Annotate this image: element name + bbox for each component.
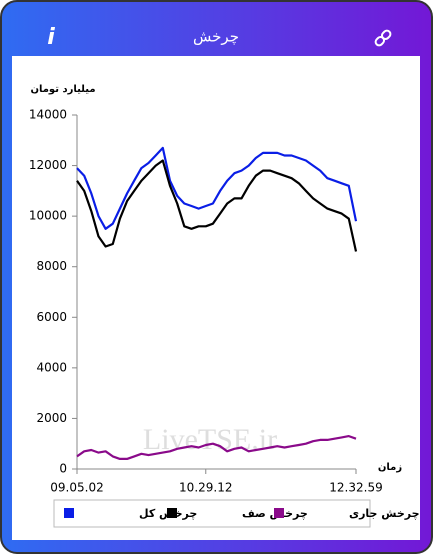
series-line — [76, 435, 357, 460]
series-line — [76, 146, 358, 230]
legend-swatch — [64, 508, 74, 518]
y-axis-label: میلیارد تومان — [30, 84, 95, 95]
y-tick-label: 0 — [59, 462, 67, 476]
legend-box — [53, 499, 371, 528]
y-tick-label: 6000 — [36, 310, 67, 324]
legend-label: چرخش جاری — [349, 507, 420, 520]
x-tick-label: 12.32.59 — [329, 481, 382, 495]
series-line — [76, 159, 358, 252]
panel — [12, 56, 420, 540]
page-title: چرخش — [193, 28, 239, 46]
y-tick-label: 2000 — [36, 411, 67, 425]
legend-swatch — [167, 508, 177, 518]
link-button[interactable] — [374, 29, 392, 47]
info-button[interactable]: i — [47, 25, 55, 50]
y-tick-label: 14000 — [29, 108, 67, 122]
watermark: LiveTSE.ir — [143, 423, 277, 456]
y-tick-label: 10000 — [29, 209, 67, 223]
y-tick-label: 4000 — [36, 360, 67, 374]
y-tick-label: 12000 — [29, 158, 67, 172]
x-tick-label: 09.05.02 — [50, 481, 103, 495]
y-tick-label: 8000 — [36, 259, 67, 273]
legend-swatch — [274, 508, 284, 518]
x-tick-label: 10.29.12 — [179, 481, 232, 495]
x-axis-label: زمان — [378, 462, 402, 473]
